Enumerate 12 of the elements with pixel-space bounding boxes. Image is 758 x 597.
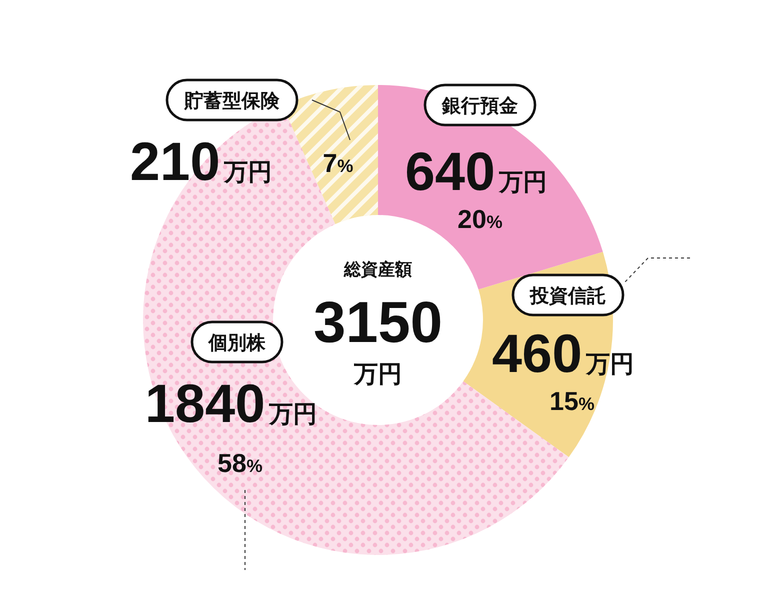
- text: 58%: [218, 448, 262, 478]
- slice-label: 貯蓄型保険: [184, 90, 280, 112]
- text: 15%: [550, 386, 594, 416]
- text: 20%: [458, 204, 502, 234]
- slice-label: 銀行預金: [441, 95, 518, 117]
- text: 総資産額: [343, 260, 412, 280]
- slice-label: 投資信託: [529, 285, 606, 307]
- data-label: 210万円: [130, 132, 272, 192]
- slice-label: 個別株: [208, 332, 266, 354]
- text: 7%: [322, 148, 354, 178]
- data-label: 640万円: [405, 142, 548, 202]
- data-label: 460万円: [492, 324, 634, 384]
